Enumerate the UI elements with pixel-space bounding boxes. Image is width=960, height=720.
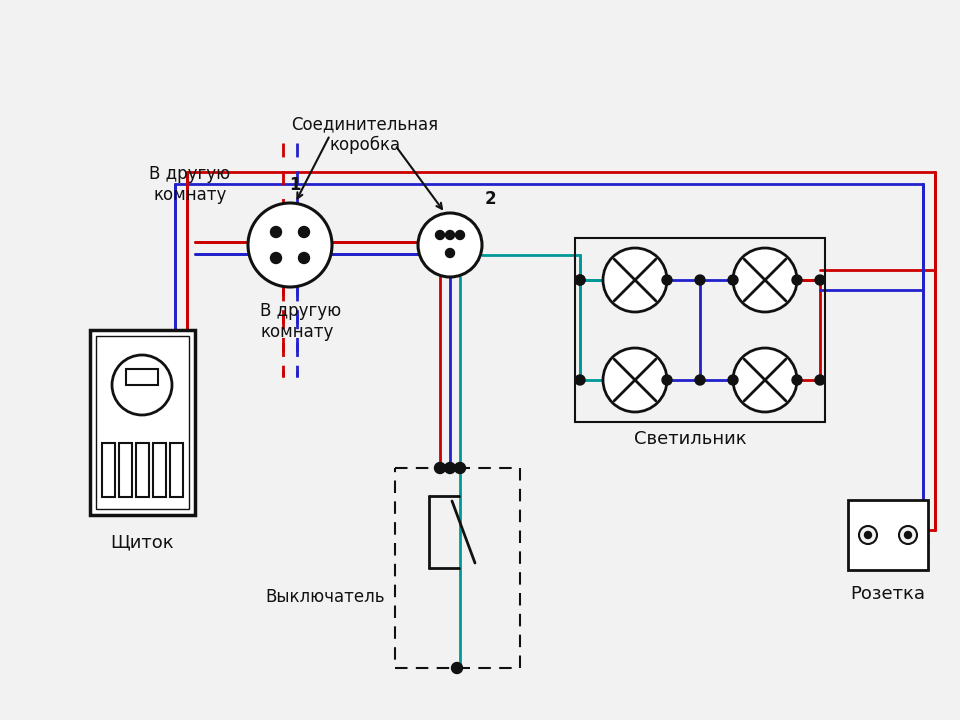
Circle shape [418, 213, 482, 277]
Bar [395, 468, 520, 668]
Bar [119, 443, 132, 497]
Bar [102, 443, 115, 497]
Circle shape [859, 526, 877, 544]
Circle shape [603, 348, 667, 412]
Circle shape [436, 230, 444, 240]
Text: Соединительная
коробка: Соединительная коробка [292, 115, 439, 154]
Circle shape [695, 275, 705, 285]
Circle shape [728, 275, 738, 285]
Bar [136, 443, 149, 497]
Circle shape [728, 375, 738, 385]
Circle shape [662, 275, 672, 285]
Text: 1: 1 [289, 176, 300, 194]
Text: Светильник: Светильник [634, 430, 746, 448]
Text: В другую
комнату: В другую комнату [150, 165, 230, 204]
Text: Щиток: Щиток [110, 533, 174, 551]
Circle shape [815, 275, 825, 285]
Bar [153, 443, 166, 497]
Circle shape [792, 275, 802, 285]
Circle shape [792, 375, 802, 385]
Bar [848, 500, 928, 570]
Bar [90, 330, 195, 515]
Circle shape [455, 230, 465, 240]
Circle shape [904, 531, 911, 539]
Circle shape [695, 375, 705, 385]
Circle shape [575, 275, 585, 285]
Circle shape [865, 531, 872, 539]
Text: Розетка: Розетка [851, 585, 925, 603]
Circle shape [271, 227, 281, 238]
Bar [126, 369, 158, 385]
Circle shape [444, 462, 455, 474]
Circle shape [435, 462, 445, 474]
Circle shape [603, 248, 667, 312]
Circle shape [733, 248, 797, 312]
Text: В другую
комнату: В другую комнату [260, 302, 341, 341]
Circle shape [271, 253, 281, 264]
Circle shape [445, 230, 454, 240]
Circle shape [662, 375, 672, 385]
Circle shape [112, 355, 172, 415]
Circle shape [248, 203, 332, 287]
Circle shape [575, 375, 585, 385]
Circle shape [299, 227, 309, 238]
Bar [170, 443, 183, 497]
Bar [575, 238, 825, 422]
Text: 2: 2 [484, 190, 495, 208]
Circle shape [815, 375, 825, 385]
Circle shape [899, 526, 917, 544]
Circle shape [451, 662, 463, 673]
Text: Выключатель: Выключатель [265, 588, 385, 606]
Circle shape [299, 253, 309, 264]
Circle shape [445, 248, 454, 258]
Circle shape [454, 462, 466, 474]
Circle shape [575, 275, 585, 285]
Bar [96, 336, 189, 509]
Circle shape [733, 348, 797, 412]
